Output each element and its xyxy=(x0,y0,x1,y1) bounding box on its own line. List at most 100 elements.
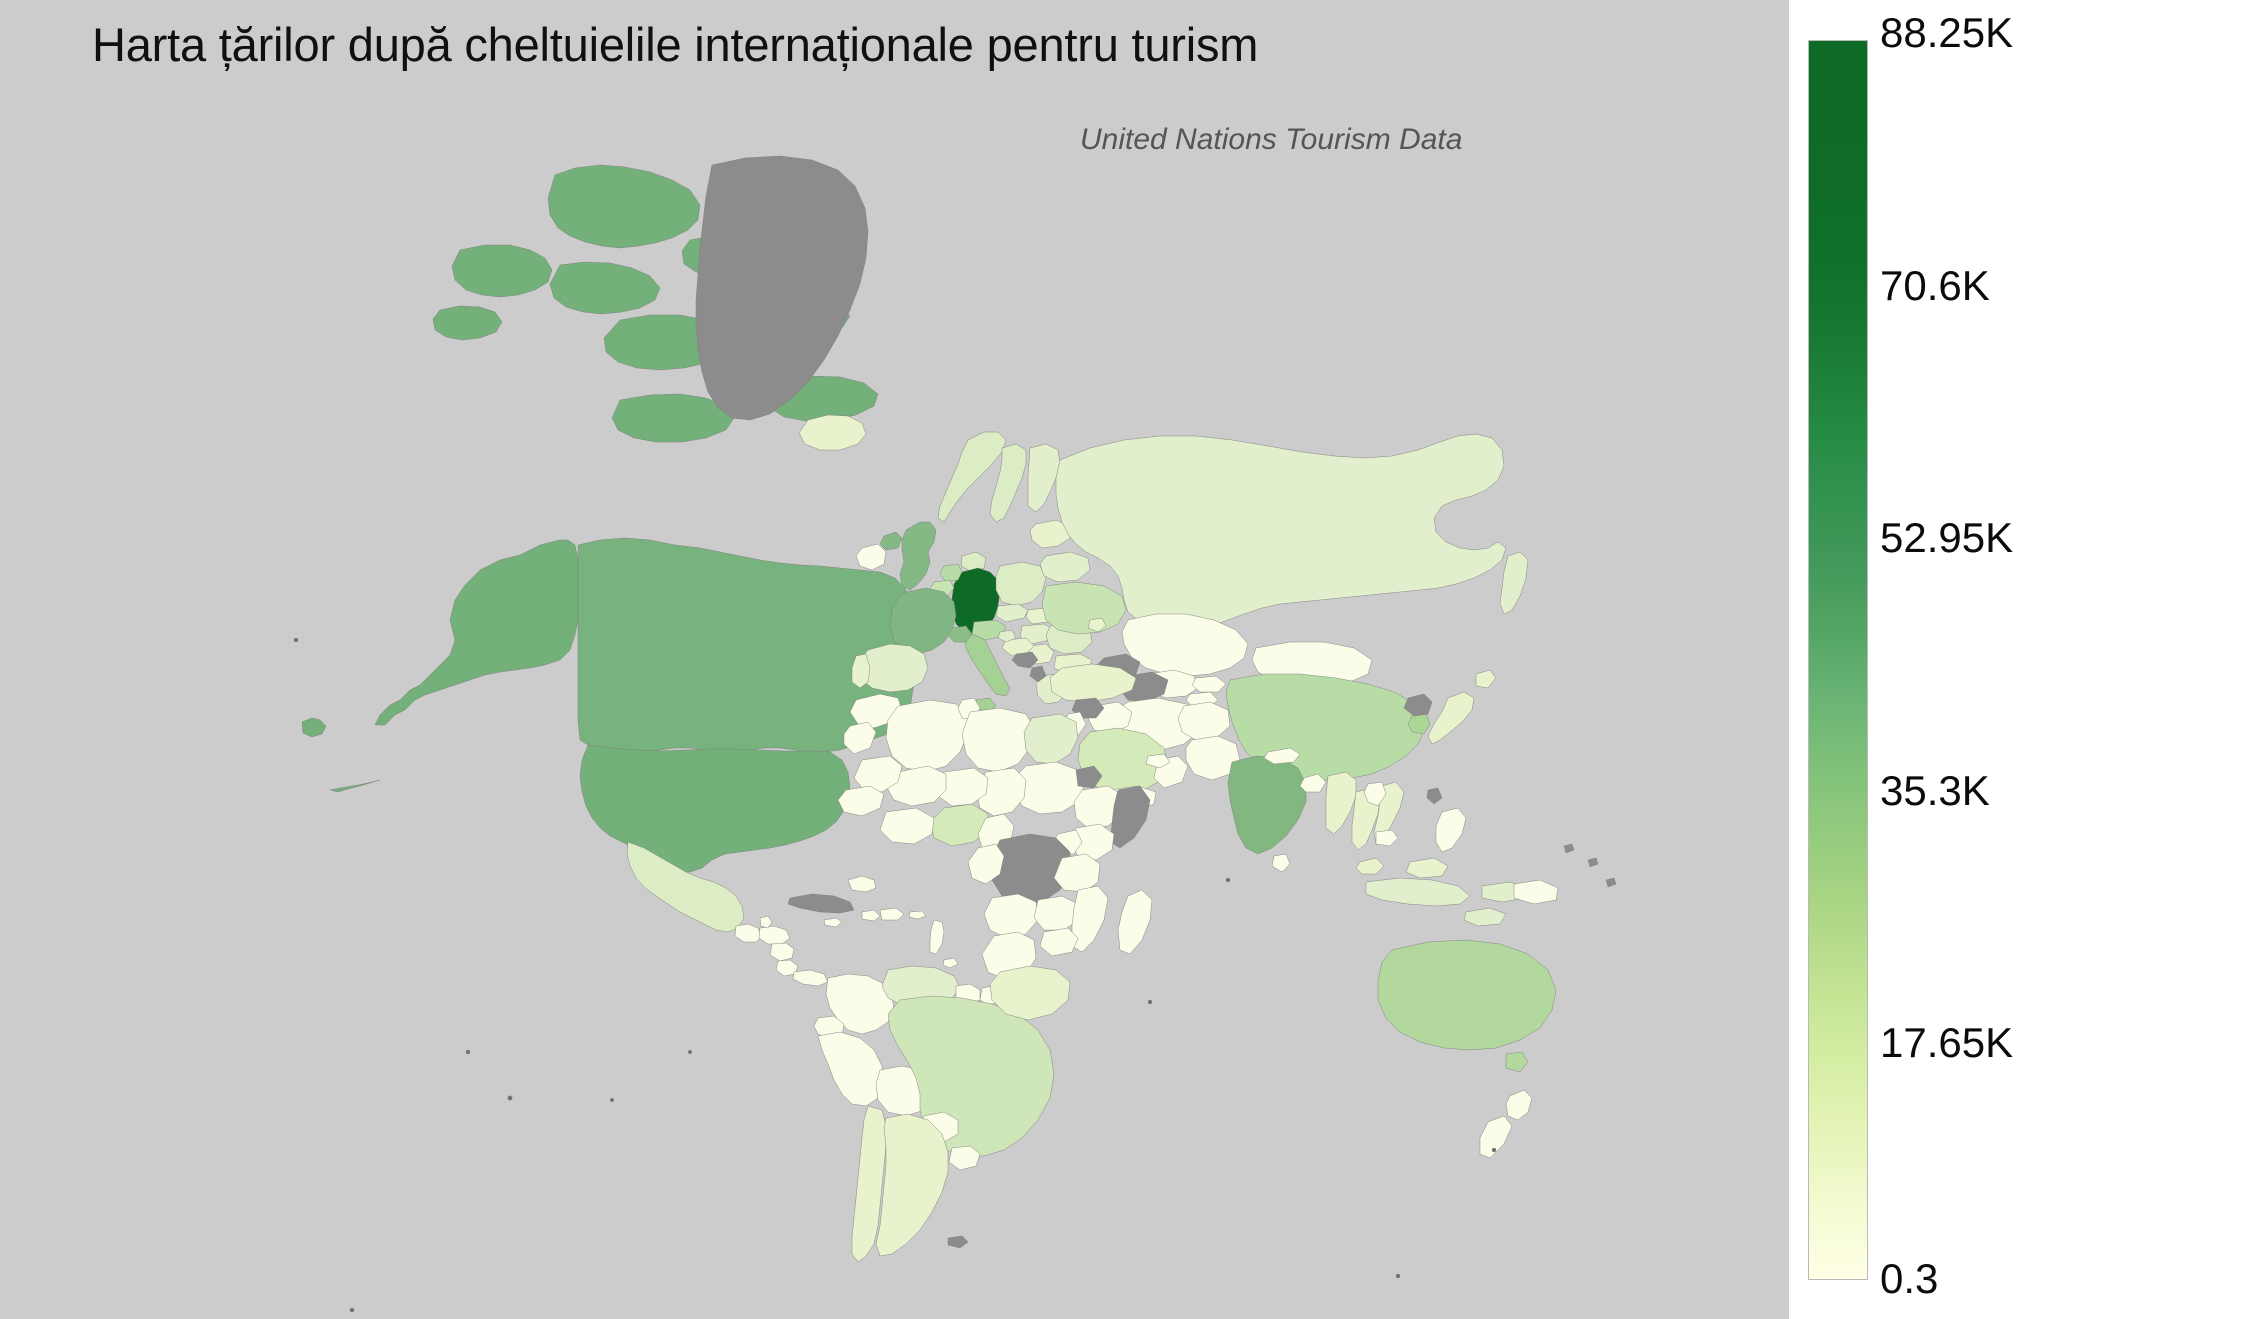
island-dot xyxy=(1396,1274,1400,1278)
country-panama[interactable] xyxy=(793,970,828,986)
country-argentina[interactable] xyxy=(876,1114,948,1256)
colorbar-gradient-bar[interactable] xyxy=(1808,40,1868,1280)
country-portugal[interactable] xyxy=(852,654,870,688)
colorbar-tick-2: 52.95K xyxy=(1880,514,2014,561)
country-tanzania[interactable] xyxy=(1054,854,1100,892)
country-lesser-antilles[interactable] xyxy=(930,920,944,954)
country-kyrgyzstan[interactable] xyxy=(1192,676,1226,692)
country-new-zealand[interactable] xyxy=(1480,1090,1532,1158)
country-albania[interactable] xyxy=(1030,666,1046,682)
country-greenland-nodata[interactable] xyxy=(696,156,868,420)
map-plot-area: Harta țărilor după cheltuielile internaț… xyxy=(0,0,1789,1319)
country-bosnia[interactable] xyxy=(1012,652,1038,668)
island-dot xyxy=(508,1096,512,1100)
country-aleutian-islands[interactable] xyxy=(330,780,380,792)
country-kazakhstan[interactable] xyxy=(1122,614,1248,676)
country-moldova[interactable] xyxy=(1088,618,1106,632)
country-egypt[interactable] xyxy=(1024,714,1078,764)
country-united-states[interactable] xyxy=(580,745,850,872)
country-senegal-guinea[interactable] xyxy=(838,786,884,816)
country-tasmania[interactable] xyxy=(1506,1052,1528,1072)
country-cambodia[interactable] xyxy=(1376,830,1398,846)
country-india[interactable] xyxy=(1228,756,1306,854)
country-south-korea[interactable] xyxy=(1408,714,1430,734)
country-malaysia[interactable] xyxy=(1356,858,1448,878)
country-pacific-islands[interactable] xyxy=(1564,844,1616,887)
country-alaska[interactable] xyxy=(375,540,578,725)
country-honduras[interactable] xyxy=(759,926,790,944)
country-turkey[interactable] xyxy=(1050,664,1136,702)
country-slovenia[interactable] xyxy=(998,630,1016,642)
country-belarus[interactable] xyxy=(1040,552,1090,582)
country-myanmar[interactable] xyxy=(1326,772,1356,834)
country-cuba[interactable] xyxy=(788,894,854,913)
country-eritrea[interactable] xyxy=(1076,766,1102,788)
country-belize[interactable] xyxy=(760,916,772,928)
country-kamchatka[interactable] xyxy=(1500,552,1528,614)
country-nepal[interactable] xyxy=(1264,748,1300,764)
country-ukraine[interactable] xyxy=(1042,582,1126,634)
country-chile[interactable] xyxy=(852,1106,886,1262)
page-title: Harta țărilor după cheltuielile internaț… xyxy=(92,18,1259,71)
country-indonesia[interactable] xyxy=(1366,878,1530,926)
country-south-africa[interactable] xyxy=(990,966,1070,1020)
country-pakistan[interactable] xyxy=(1186,736,1240,780)
country-baltics[interactable] xyxy=(1030,520,1070,548)
country-philippines[interactable] xyxy=(1436,808,1466,852)
country-switzerland[interactable] xyxy=(948,626,972,642)
country-uruguay[interactable] xyxy=(949,1146,980,1170)
country-dominican-republic[interactable] xyxy=(880,908,904,920)
country-angola[interactable] xyxy=(984,894,1038,938)
country-ireland[interactable] xyxy=(856,544,886,570)
country-bahamas[interactable] xyxy=(848,876,876,892)
country-france[interactable] xyxy=(890,588,956,654)
country-libya-nodata[interactable] xyxy=(962,708,1034,772)
country-taiwan[interactable] xyxy=(1427,788,1442,804)
colorbar-tick-4: 17.65K xyxy=(1880,1019,2014,1066)
country-finland[interactable] xyxy=(1028,444,1060,512)
country-colombia[interactable] xyxy=(826,974,894,1034)
country-japan[interactable] xyxy=(1428,670,1496,744)
world-map-svg[interactable] xyxy=(0,0,1789,1319)
country-mexico[interactable] xyxy=(627,842,744,932)
country-trinidad-tobago[interactable] xyxy=(943,958,958,968)
country-algeria[interactable] xyxy=(886,700,968,772)
country-nicaragua[interactable] xyxy=(770,943,794,961)
country-bangladesh[interactable] xyxy=(1300,774,1326,792)
country-puerto-rico[interactable] xyxy=(909,911,926,919)
country-haiti[interactable] xyxy=(862,910,880,921)
country-australia[interactable] xyxy=(1378,940,1556,1050)
country-gabon-congo[interactable] xyxy=(968,844,1004,884)
country-papua-new-guinea[interactable] xyxy=(1514,880,1558,904)
country-nigeria[interactable] xyxy=(930,804,988,846)
country-guatemala[interactable] xyxy=(735,924,762,942)
country-hawaii[interactable] xyxy=(302,718,326,737)
country-laos[interactable] xyxy=(1364,782,1386,806)
country-mauritania[interactable] xyxy=(854,756,902,792)
country-peru[interactable] xyxy=(818,1032,884,1106)
country-sri-lanka[interactable] xyxy=(1272,854,1290,872)
country-zimbabwe[interactable] xyxy=(1040,928,1078,956)
country-iceland[interactable] xyxy=(799,415,866,450)
country-zambia[interactable] xyxy=(1034,896,1078,930)
country-madagascar[interactable] xyxy=(1118,890,1152,954)
country-netherlands[interactable] xyxy=(940,564,962,582)
country-uae[interactable] xyxy=(1146,754,1170,768)
country-somalia-nodata[interactable] xyxy=(1110,786,1150,848)
country-western-sahara[interactable] xyxy=(844,722,876,754)
country-mozambique[interactable] xyxy=(1072,886,1108,952)
country-russia[interactable] xyxy=(1056,434,1506,632)
country-jamaica[interactable] xyxy=(824,918,842,927)
country-norway[interactable] xyxy=(938,432,1006,522)
country-poland[interactable] xyxy=(996,562,1046,606)
country-ethiopia[interactable] xyxy=(1074,786,1124,828)
country-united-kingdom[interactable] xyxy=(880,522,936,590)
country-czechia[interactable] xyxy=(996,604,1028,622)
country-ghana-ivorycoast[interactable] xyxy=(880,808,934,844)
country-sweden[interactable] xyxy=(990,444,1026,522)
country-falkland-islands[interactable] xyxy=(948,1236,968,1248)
country-north-korea-nodata[interactable] xyxy=(1404,694,1432,716)
country-afghanistan[interactable] xyxy=(1178,702,1230,740)
country-denmark[interactable] xyxy=(961,552,986,572)
country-mali[interactable] xyxy=(886,766,946,806)
